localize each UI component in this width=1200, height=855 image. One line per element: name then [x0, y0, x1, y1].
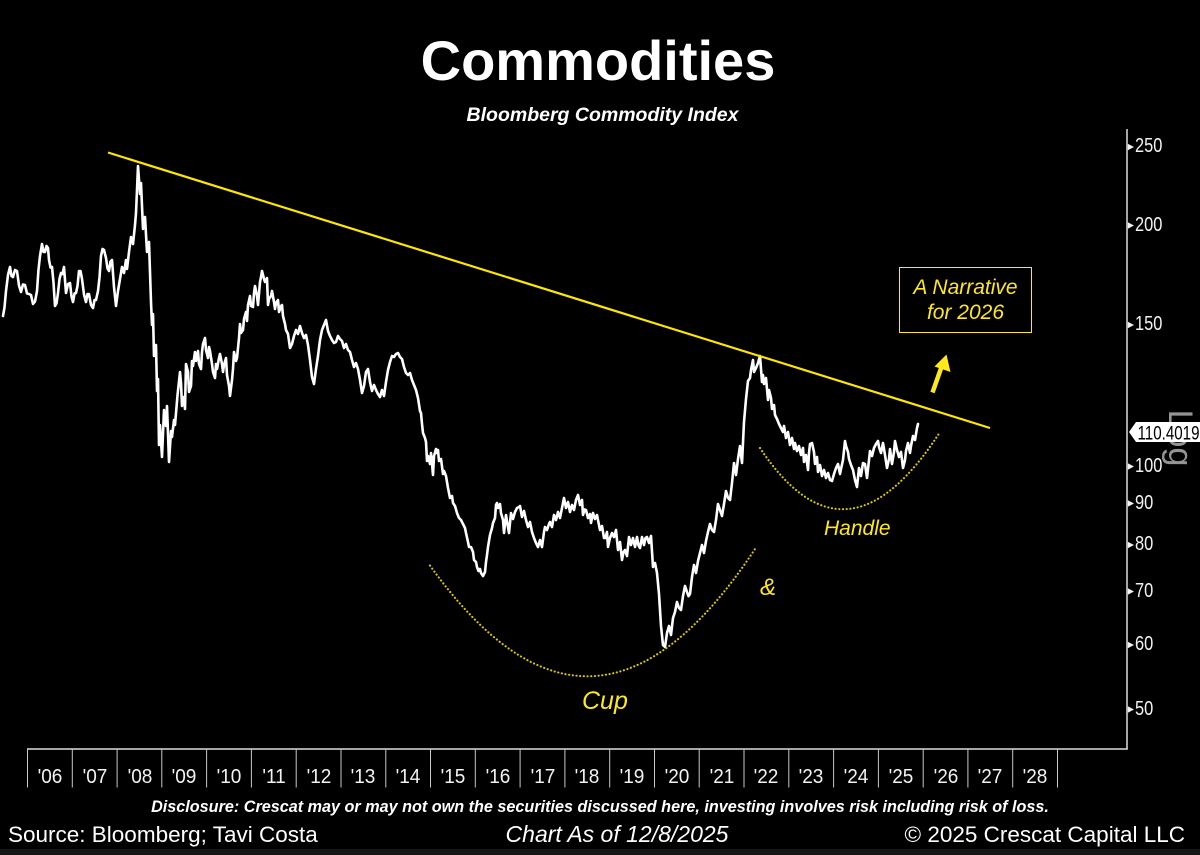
- svg-text:110.4019: 110.4019: [1138, 424, 1200, 445]
